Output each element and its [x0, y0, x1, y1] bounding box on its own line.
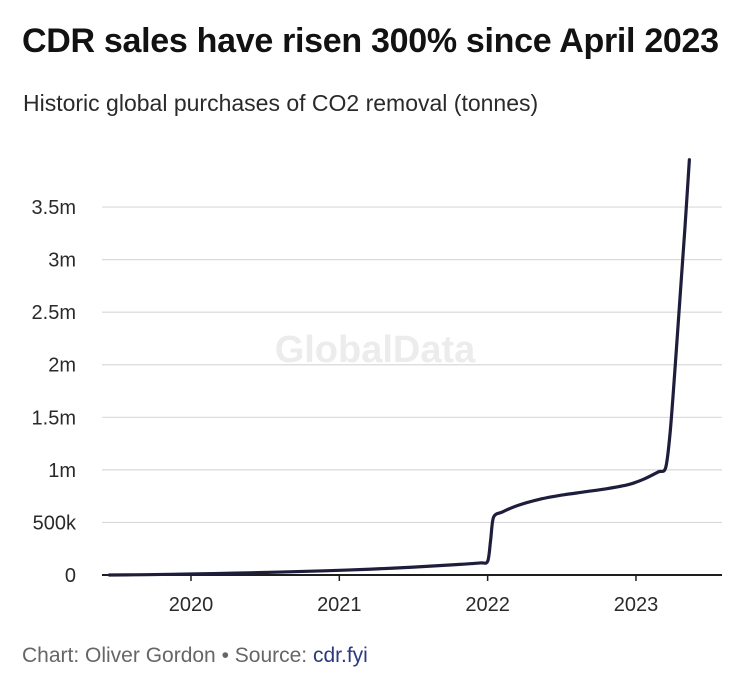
series-lines: [107, 158, 691, 577]
y-tick-label: 500k: [33, 512, 77, 534]
source-link[interactable]: cdr.fyi: [312, 644, 368, 667]
y-tick-label: 1m: [48, 460, 76, 482]
y-tick-label: 1.5m: [32, 407, 76, 429]
x-tick-label: 2022: [465, 594, 510, 616]
axes: [102, 574, 722, 581]
line-chart: GlobalData 0 500k 1m 1.5m 2m 2.5m 3m 3.5m 2020 20…: [32, 158, 722, 616]
grid-lines: [102, 206, 722, 524]
x-tick-label: 2021: [317, 594, 362, 616]
y-tick-label: 3.5m: [32, 197, 76, 219]
chart-subtitle: Historic global purchases of CO2 removal…: [23, 90, 539, 116]
y-tick-label: 0: [65, 565, 76, 587]
chart-footer: Chart: Oliver Gordon • Source: cdr.fyi: [22, 644, 368, 668]
x-tick-label: 2023: [614, 594, 659, 616]
footer-credit: Chart: Oliver Gordon • Source:: [22, 644, 313, 667]
series-line-0: [107, 158, 691, 577]
tick-labels: 0 500k 1m 1.5m 2m 2.5m 3m 3.5m 2020 2021 2022 2023: [32, 197, 659, 616]
watermark: GlobalData: [275, 329, 476, 371]
x-tick-label: 2020: [169, 594, 214, 616]
chart-title: CDR sales have risen 300% since April 20…: [22, 22, 719, 60]
y-tick-label: 2.5m: [32, 302, 76, 324]
y-tick-label: 2m: [48, 355, 76, 377]
y-tick-label: 3m: [48, 250, 76, 272]
